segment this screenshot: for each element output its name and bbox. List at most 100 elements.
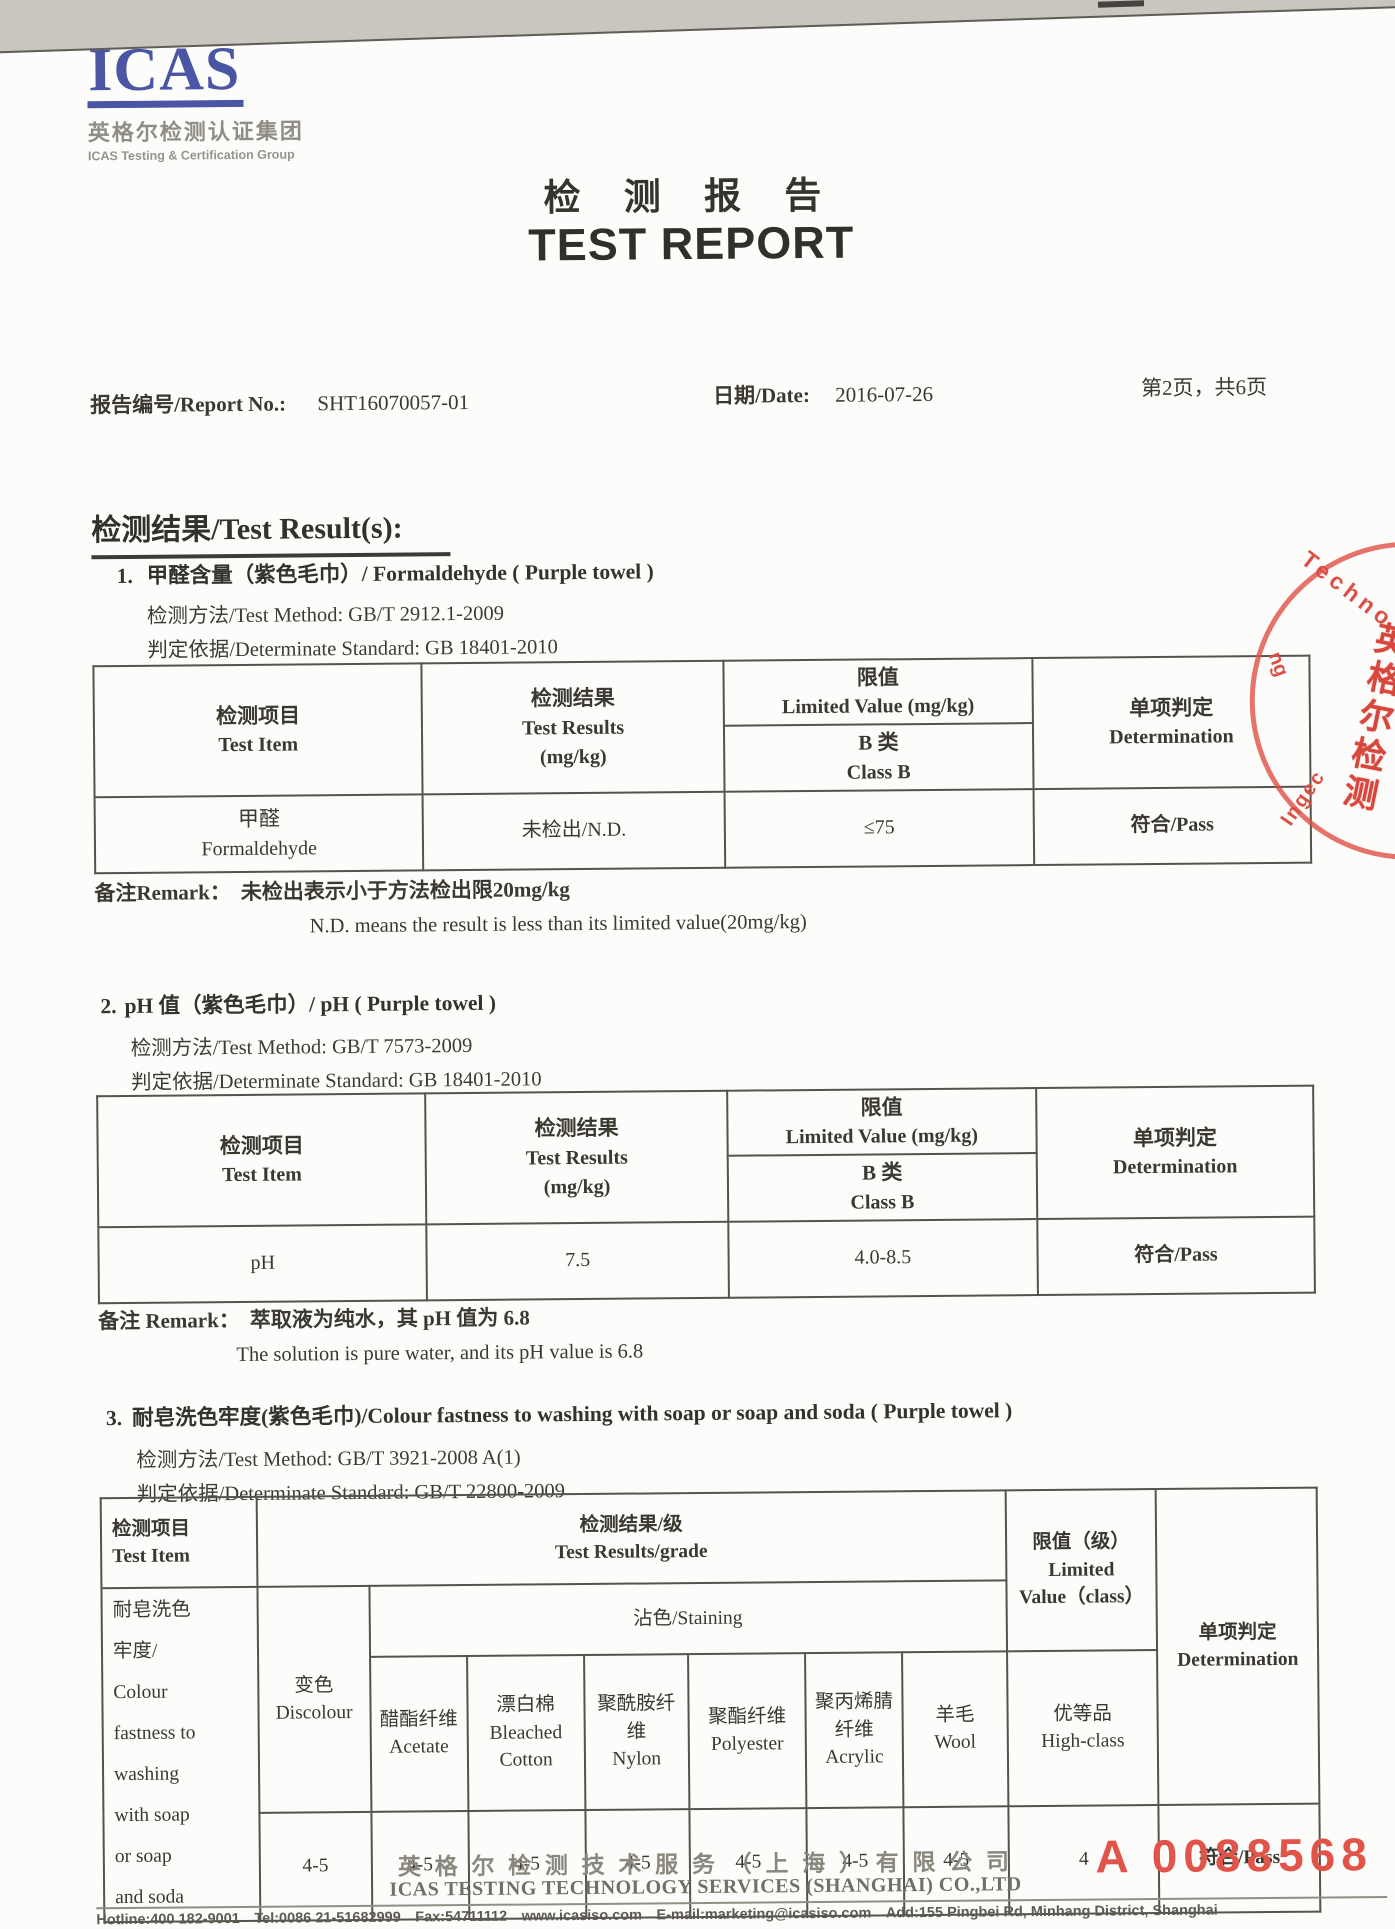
table2-cell-limit: 4.0-8.5	[728, 1218, 1038, 1298]
report-date-label: 日期/Date:	[712, 382, 810, 408]
section1-remark: 备注Remark： 未检出表示小于方法检出限20mg/kg N.D. means …	[94, 871, 807, 940]
section2-title: 2. pH 值（紫色毛巾）/ pH ( Purple towel )	[100, 986, 496, 1020]
table3-fiber-zh: 羊毛	[935, 1704, 975, 1727]
section1-standard: 判定依据/Determinate Standard: GB 18401-2010	[147, 636, 558, 662]
table3-header-fiber-acetate: 醋酯纤维 Acetate	[369, 1655, 469, 1812]
table3-fiber-zh: 聚酰胺纤维	[597, 1693, 676, 1743]
table2-header-test-item: 检测项目 Test Item	[97, 1093, 427, 1228]
table1-item-zh: 甲醛	[237, 806, 281, 832]
icas-logo: ICAS 英格尔检测认证集团 ICAS Testing & Certificat…	[86, 35, 304, 164]
table3-fiber-en: Bleached Cotton	[489, 1721, 563, 1771]
report-date: 日期/Date: 2016-07-26	[713, 378, 933, 410]
footer-serial-number: A 0088568	[1095, 1828, 1374, 1883]
formaldehyde-results-table: 检测项目 Test Item 检测结果 Test Results (mg/kg)…	[92, 655, 1312, 874]
table1-header-test-results-en: Test Results	[521, 716, 625, 740]
table3-item-line: Colour	[113, 1681, 168, 1703]
section1-remark-zh: 未检出表示小于方法检出限20mg/kg	[240, 877, 570, 904]
table3-fiber-zh: 聚酯纤维	[707, 1706, 787, 1729]
report-no-label: 报告编号/Report No.:	[90, 391, 287, 418]
icas-logo-subtitle-en: ICAS Testing & Certification Group	[87, 147, 295, 164]
table2-header-class-b-zh: B 类	[861, 1160, 903, 1186]
results-heading: 检测结果/Test Result(s):	[91, 502, 451, 560]
table1-header-test-results-zh: 检测结果	[530, 685, 615, 711]
table1-header-test-results: 检测结果 Test Results (mg/kg)	[421, 660, 725, 795]
table2-header-determination-en: Determination	[1112, 1155, 1238, 1179]
section2-remark-zh: 萃取液为纯水，其 pH 值为 6.8	[249, 1305, 530, 1332]
section2-remark-en: The solution is pure water, and its pH v…	[236, 1340, 644, 1367]
table1-header-test-item-en: Test Item	[218, 733, 299, 757]
report-meta-row: 报告编号/Report No.: SHT16070057-01 日期/Date:…	[90, 375, 1308, 424]
table2-header-class-b-en: Class B	[850, 1190, 915, 1214]
table3-header-test-results-grade: 检测结果/级 Test Results/grade	[256, 1490, 1007, 1587]
section3-title-text: 耐皂洗色牢度(紫色毛巾)/Colour fastness to washing …	[131, 1398, 1013, 1430]
table1-header-limit-en: Limited Value (mg/kg)	[781, 695, 975, 719]
table3-fiber-en: Nylon	[612, 1748, 662, 1770]
ph-results-table: 检测项目 Test Item 检测结果 Test Results (mg/kg)…	[96, 1085, 1316, 1304]
table2-cell-determination: 符合/Pass	[1037, 1216, 1315, 1295]
table2-header-class-b: B 类 Class B	[727, 1153, 1038, 1222]
table1-header-limited-value: 限值 Limited Value (mg/kg)	[723, 658, 1033, 727]
table3-fiber-zh: 聚丙烯腈纤维	[814, 1691, 894, 1741]
table3-item-line: with soap	[114, 1804, 190, 1826]
table1-header-class-b-en: Class B	[846, 761, 911, 784]
section2-number: 2.	[100, 994, 117, 1019]
table3-item-line: 牢度/	[112, 1640, 158, 1663]
report-no: 报告编号/Report No.: SHT16070057-01	[90, 386, 469, 419]
icas-logo-wordmark: ICAS	[86, 35, 244, 109]
table3-header-test-item-en: Test Item	[112, 1545, 191, 1568]
section1-method: 检测方法/Test Method: GB/T 2912.1-2009	[146, 602, 505, 628]
table3-header-discolour-en: Discolour	[275, 1702, 353, 1724]
section2-title-text: pH 值（紫色毛巾）/ pH ( Purple towel )	[124, 990, 497, 1019]
table1-cell-item: 甲醛 Formaldehyde	[94, 794, 424, 874]
table2-cell-result: 7.5	[426, 1221, 729, 1301]
section2-remark-line1: 备注 Remark： 萃取液为纯水，其 pH 值为 6.8	[98, 1300, 643, 1335]
table1-cell-result: 未检出/N.D.	[422, 791, 726, 871]
section3-method: 检测方法/Test Method: GB/T 3921-2008 A(1)	[136, 1446, 521, 1472]
table1-header-class-b-zh: B 类	[858, 730, 899, 756]
table3-high-class-en: High-class	[1041, 1730, 1125, 1753]
table2-header-test-results-zh: 检测结果	[534, 1115, 619, 1141]
section2-remark-label: 备注 Remark：	[98, 1308, 240, 1334]
table3-header-test-item-zh: 检测项目	[111, 1518, 191, 1540]
table2-header-determination-zh: 单项判定	[1132, 1125, 1218, 1150]
table3-header-limited-value: 限值（级） Limited Value（class）	[1005, 1489, 1158, 1651]
table3-header-discolour: 变色 Discolour	[257, 1585, 371, 1813]
table3-header-limit-line2: Limited	[1048, 1559, 1115, 1581]
table2-cell-item: pH	[98, 1224, 428, 1304]
section3-title: 3. 耐皂洗色牢度(紫色毛巾)/Colour fastness to washin…	[106, 1393, 1013, 1432]
table3-header-test-item: 检测项目 Test Item	[100, 1496, 258, 1589]
section1-title-text: 甲醛含量（紫色毛巾）/ Formaldehyde ( Purple towel …	[146, 559, 654, 588]
company-seal-stamp: Techno ng 英格尔检测 Ingec	[1248, 540, 1395, 862]
section2-method: 检测方法/Test Method: GB/T 7573-2009	[130, 1034, 473, 1060]
table1-header-limit-zh: 限值	[856, 665, 899, 690]
table3-header-staining: 沾色/Staining	[368, 1580, 1007, 1657]
table1-cell-limit: ≤75	[724, 788, 1034, 868]
table3-header-determination-en: Determination	[1177, 1648, 1299, 1671]
report-title-en: TEST REPORT	[528, 216, 855, 271]
table2-header-test-results-unit: (mg/kg)	[543, 1175, 611, 1199]
table2-header-limit-zh: 限值	[860, 1095, 903, 1120]
section1-remark-line1: 备注Remark： 未检出表示小于方法检出限20mg/kg	[94, 871, 806, 907]
table3-fiber-en: Wool	[934, 1731, 977, 1754]
table2-header-test-item-zh: 检测项目	[219, 1133, 304, 1158]
section1-number: 1.	[116, 563, 133, 589]
table3-fiber-zh: 醋酯纤维	[379, 1709, 458, 1731]
section2-remark: 备注 Remark： 萃取液为纯水，其 pH 值为 6.8 The solutio…	[98, 1300, 643, 1368]
table3-header-limit-line3: Value（class）	[1019, 1586, 1145, 1609]
table3-header-determination-zh: 单项判定	[1198, 1621, 1277, 1644]
table2-header-test-results-en: Test Results	[525, 1146, 628, 1170]
section1-title: 1. 甲醛含量（紫色毛巾）/ Formaldehyde ( Purple towe…	[116, 554, 654, 590]
table3-header-limit-line1: 限值（级）	[1032, 1531, 1130, 1554]
table3-item-line: fastness to	[113, 1722, 196, 1744]
table3-fiber-en: Acetate	[389, 1736, 449, 1759]
section1-remark-label: 备注Remark：	[94, 880, 231, 906]
table1-header-class-b: B 类 Class B	[723, 723, 1034, 792]
page-indicator: 第2页，共6页	[1140, 375, 1268, 401]
table3-header-fiber-wool: 羊毛 Wool	[902, 1650, 1009, 1808]
table3-header-fiber-bleached-cotton: 漂白棉 Bleached Cotton	[466, 1654, 585, 1812]
icas-logo-subtitle-zh: 英格尔检测认证集团	[87, 118, 304, 146]
table3-header-fiber-polyester: 聚酯纤维 Polyester	[688, 1652, 807, 1810]
table2-header-determination: 单项判定 Determination	[1035, 1085, 1315, 1219]
table3-high-class-zh: 优等品	[1053, 1703, 1112, 1726]
